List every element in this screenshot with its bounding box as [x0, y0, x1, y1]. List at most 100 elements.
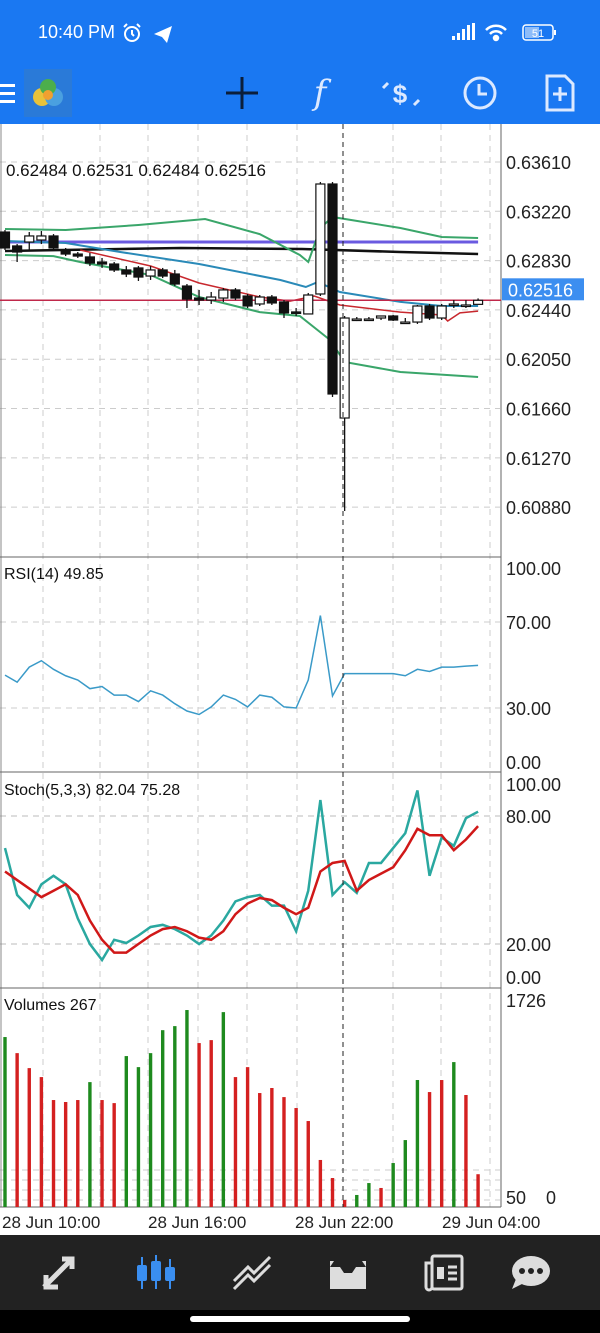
price-axis: 0.63610 0.63220 0.62830 0.62440 0.62050 0.616… — [502, 153, 584, 1208]
nav-inbox[interactable] — [324, 1251, 372, 1295]
volume-bar-down — [233, 1077, 238, 1207]
volume-bar-up — [185, 1010, 189, 1207]
chart-icon — [137, 1255, 175, 1289]
chart-grid — [0, 124, 500, 1207]
volume-bar-up — [391, 1163, 395, 1207]
nav-trade[interactable] — [36, 1251, 84, 1295]
volume-bar-down — [197, 1043, 201, 1207]
volume-tick: 1726 — [506, 991, 546, 1011]
chat-icon — [512, 1256, 550, 1289]
volume-bar-down — [51, 1100, 56, 1207]
main-indicator-lines — [0, 215, 501, 378]
volume-bar-down — [342, 1200, 347, 1207]
bear-candle — [96, 261, 108, 265]
bear-candle — [181, 285, 193, 300]
price-tick: 0.63220 — [506, 202, 571, 222]
crosshair-button[interactable] — [219, 70, 265, 116]
volume-bar-down — [63, 1102, 68, 1207]
nav-chart[interactable] — [132, 1251, 180, 1295]
nav-history[interactable] — [228, 1251, 276, 1295]
bull-candle — [315, 183, 326, 295]
new-order-button[interactable] — [537, 70, 583, 116]
menu-button[interactable] — [0, 70, 32, 116]
wifi-icon — [485, 24, 507, 42]
mt4-logo[interactable] — [24, 69, 72, 117]
bottom-nav — [0, 1235, 600, 1310]
alarm-icon — [123, 23, 141, 42]
bear-candle — [291, 311, 302, 315]
bull-candle — [400, 321, 411, 325]
bear-candle — [266, 296, 277, 304]
news-icon — [424, 1254, 464, 1292]
volume-bar-up — [403, 1140, 407, 1207]
rsi-tick: 70.00 — [506, 613, 551, 633]
volume-bar-up — [415, 1080, 420, 1207]
trade-symbols-icon: $ — [381, 79, 421, 109]
price-tick: 0.62830 — [506, 252, 571, 272]
indicators-button[interactable]: f — [297, 70, 343, 116]
bb-middle-line — [4, 240, 479, 307]
bull-candle — [145, 269, 156, 277]
timeframe-button[interactable] — [457, 70, 503, 116]
signal-icon — [452, 23, 475, 40]
menu-icon — [0, 84, 15, 103]
volume-bar-up — [173, 1026, 177, 1207]
volume-bar-down — [15, 1053, 19, 1207]
volumes-label: Volumes 267 — [4, 997, 97, 1014]
mt4-logo-icon — [33, 79, 63, 106]
stoch-label: Stoch(5,3,3) 82.04 75.28 — [4, 782, 180, 799]
volume-bar-down — [318, 1159, 323, 1207]
bear-candle — [278, 301, 290, 314]
volume-bar-down — [427, 1092, 432, 1207]
volume-bar-up — [136, 1067, 141, 1207]
price-tick: 0.61660 — [506, 400, 571, 420]
stoch-signal-line — [4, 825, 479, 954]
history-icon — [232, 1255, 272, 1291]
svg-text:$: $ — [393, 79, 408, 109]
stoch-main-line — [3, 790, 479, 963]
nav-news[interactable] — [420, 1251, 468, 1295]
rsi-line — [4, 615, 479, 716]
bear-candle — [121, 269, 132, 275]
volume-bar-down — [464, 1095, 468, 1207]
bull-candle — [206, 296, 217, 301]
bear-candle — [327, 183, 338, 395]
chart-area[interactable]: 0.62484 0.62531 0.62484 0.62516 RSI(14) … — [0, 124, 600, 1235]
bull-candle — [448, 303, 459, 307]
volume-bar-down — [270, 1088, 274, 1207]
bull-candle — [24, 235, 35, 243]
bear-candle — [157, 269, 168, 277]
time-tick: 28 Jun 22:00 — [295, 1213, 393, 1232]
status-bar: 10:40 PM 51 — [0, 0, 600, 62]
volumes-panel — [3, 1010, 480, 1207]
bull-candle — [36, 235, 47, 241]
volume-tick: 0 — [546, 1188, 556, 1208]
volume-bar-up — [88, 1082, 92, 1207]
bear-candle — [242, 295, 253, 307]
volume-bar-down — [112, 1103, 116, 1207]
volume-bar-down — [27, 1068, 31, 1207]
current-price-value: 0.62516 — [508, 280, 573, 300]
nav-chat[interactable] — [506, 1251, 554, 1295]
volume-bar-up — [367, 1183, 371, 1207]
time-axis: 28 Jun 10:00 28 Jun 16:00 28 Jun 22:00 29 J… — [2, 1213, 540, 1232]
volume-tick: 50 — [506, 1188, 526, 1208]
bull-candle — [363, 318, 374, 322]
rsi-label: RSI(14) 49.85 — [4, 566, 104, 583]
candlesticks — [0, 181, 484, 512]
volume-bar-up — [160, 1030, 165, 1207]
bull-candle — [412, 305, 423, 323]
volume-bar-down — [306, 1121, 310, 1207]
trade-symbols-button[interactable]: $ — [377, 70, 423, 116]
home-indicator[interactable] — [190, 1316, 410, 1322]
gesture-bar — [0, 1310, 600, 1333]
time-tick: 28 Jun 16:00 — [148, 1213, 246, 1232]
trade-icon — [42, 1256, 75, 1290]
bull-candle — [460, 304, 472, 308]
bear-candle — [84, 256, 96, 264]
inbox-icon — [330, 1261, 366, 1289]
timeframe-clock-icon — [463, 76, 497, 110]
bull-candle — [254, 296, 265, 305]
bear-candle — [48, 235, 59, 249]
bear-candle — [0, 231, 11, 249]
